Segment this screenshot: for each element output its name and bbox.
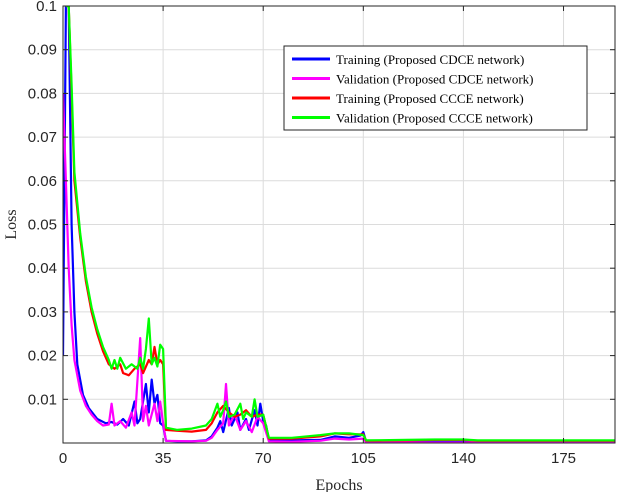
y-axis-label: Loss bbox=[3, 209, 20, 239]
y-tick-label: 0.08 bbox=[28, 85, 57, 102]
legend: Training (Proposed CDCE network) Validati… bbox=[283, 45, 588, 131]
series-line-4 bbox=[65, 6, 615, 442]
y-tick-label: 0.05 bbox=[28, 217, 57, 234]
x-tick-label: 0 bbox=[59, 450, 67, 467]
x-tick-label: 70 bbox=[255, 450, 272, 467]
legend-entry: Validation (Proposed CCCE network) bbox=[336, 111, 533, 126]
y-tick-label: 0.03 bbox=[28, 304, 57, 321]
legend-entry: Training (Proposed CDCE network) bbox=[336, 52, 524, 67]
x-tick-label: 140 bbox=[451, 450, 476, 467]
y-tick-label: 0.1 bbox=[36, 0, 57, 15]
x-tick-label: 35 bbox=[155, 450, 172, 467]
x-axis-label: Epochs bbox=[315, 477, 362, 492]
series-group bbox=[63, 6, 615, 443]
x-tick-label: 175 bbox=[551, 450, 576, 467]
y-axis-ticks: 0.01 0.02 0.03 0.04 0.05 0.06 0.07 0.08 0.09 0.1 bbox=[28, 0, 615, 408]
y-tick-label: 0.07 bbox=[28, 129, 57, 146]
y-tick-label: 0.04 bbox=[28, 260, 57, 277]
y-tick-label: 0.02 bbox=[28, 348, 57, 365]
series-line-2 bbox=[63, 93, 615, 443]
y-tick-label: 0.01 bbox=[28, 391, 57, 408]
x-tick-label: 105 bbox=[351, 450, 376, 467]
y-tick-label: 0.09 bbox=[28, 42, 57, 59]
legend-entry: Validation (Proposed CDCE network) bbox=[336, 72, 534, 87]
legend-box bbox=[283, 45, 588, 131]
y-tick-label: 0.06 bbox=[28, 173, 57, 190]
legend-entry: Training (Proposed CCCE network) bbox=[336, 91, 524, 106]
x-axis-ticks: 0 35 70 105 140 175 bbox=[59, 6, 576, 467]
